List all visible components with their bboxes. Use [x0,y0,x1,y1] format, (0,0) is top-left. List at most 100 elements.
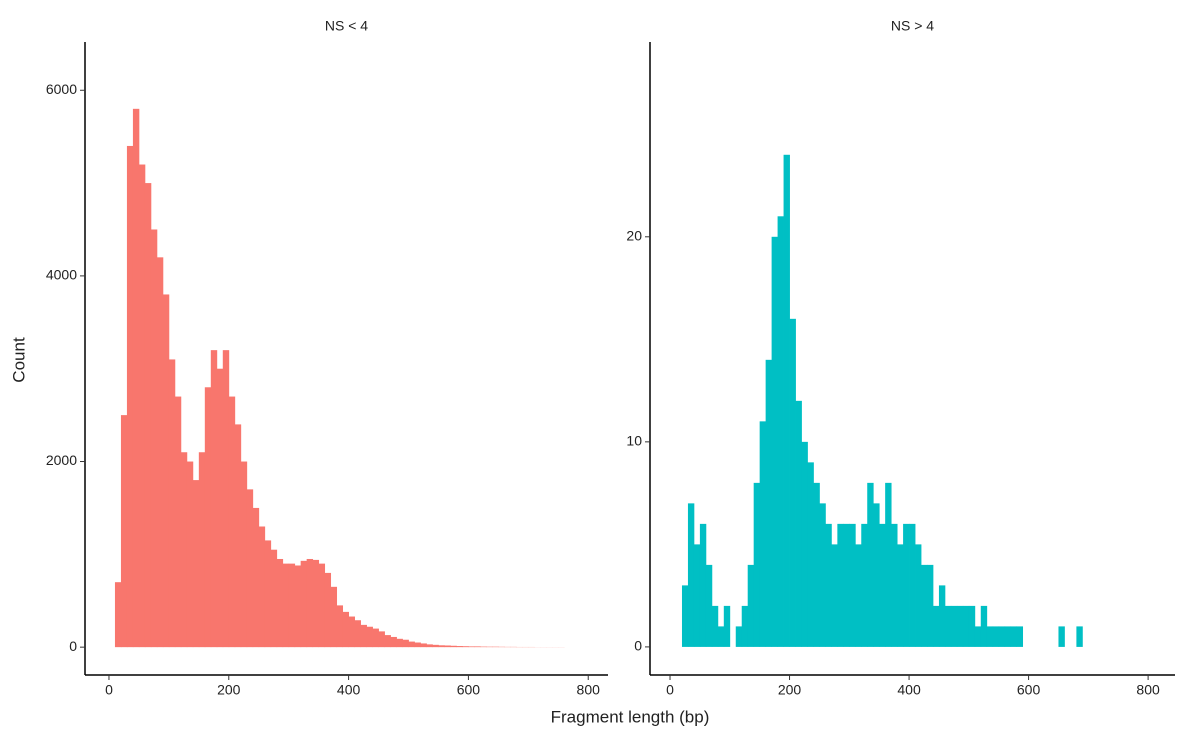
bar [288,563,296,648]
y-tick-label: 0 [634,638,642,654]
bar [1010,626,1018,647]
bar [962,605,970,647]
bar [120,415,128,648]
x-tick-label: 600 [457,682,481,698]
bar [831,544,838,647]
bar [723,605,731,647]
bar [1076,626,1083,647]
bar [348,616,355,648]
bar [210,350,218,648]
bar [897,544,904,647]
bar [849,523,856,647]
bar [717,626,725,647]
bar [420,643,427,648]
bar [246,489,254,648]
bar [813,482,820,647]
bar [366,626,373,648]
bar [879,523,886,647]
bar [807,462,814,647]
bar [699,523,707,647]
bar [909,523,916,647]
bar [693,544,701,647]
bar [432,644,439,648]
bar [998,626,1006,647]
bar [873,503,880,647]
bar [294,565,302,648]
bar [426,644,433,648]
bar [861,523,868,647]
bar [216,368,224,648]
bar [885,482,892,647]
bar [318,563,326,648]
x-tick-label: 0 [105,682,113,698]
bar [138,164,146,648]
bar [867,482,874,647]
bar [837,523,844,647]
bar [468,646,475,648]
bar [330,586,338,648]
bar [891,523,898,647]
bar [144,183,152,648]
bar [705,564,713,647]
bar [276,558,284,648]
x-tick-label: 400 [337,682,361,698]
bar [1004,626,1012,647]
x-tick-label: 600 [1017,682,1041,698]
bar [186,461,194,648]
bar [354,620,361,648]
bar [801,441,808,647]
bar [789,318,796,647]
bar [1016,626,1024,647]
bar [342,611,349,648]
bar [974,626,982,647]
y-tick-label: 4000 [46,267,77,283]
bar [759,421,767,647]
bar [222,350,230,648]
bar [980,605,988,647]
bar [162,294,170,648]
bar [926,564,934,647]
bar [747,564,755,647]
y-tick-label: 20 [626,228,642,244]
bar [687,503,695,647]
bar [986,626,994,647]
panel-title: NS > 4 [891,18,934,34]
bar [843,523,850,647]
bar [783,154,790,647]
bar [324,572,332,648]
bar [950,605,958,647]
bar [444,645,451,648]
bar [252,507,260,648]
bar [378,631,385,648]
bar [306,558,314,648]
bar [114,582,122,648]
bar [132,108,140,648]
bar [198,452,206,648]
bar [681,585,689,647]
bar [765,359,773,647]
bar [795,400,802,647]
bar [944,605,952,647]
bar [180,452,188,648]
x-tick-label: 0 [666,682,674,698]
bar [480,646,487,648]
bar [777,216,784,647]
bar [855,544,862,647]
bar [150,229,158,648]
bar [456,646,463,648]
bar [819,503,826,647]
bar [372,628,379,648]
bar [300,560,308,648]
bar [234,424,242,648]
bar [462,646,469,648]
bar [390,636,397,648]
bar [282,563,290,648]
bar [264,540,272,648]
bar [771,236,778,647]
bar [270,549,278,648]
bar [938,585,946,647]
bar [741,605,749,647]
bar [204,387,212,648]
x-axis-title: Fragment length (bp) [551,707,710,726]
